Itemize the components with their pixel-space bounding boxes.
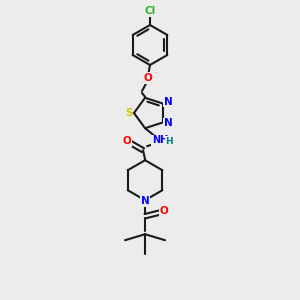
Text: N: N — [164, 97, 172, 106]
Text: O: O — [123, 136, 131, 146]
Text: N: N — [164, 118, 172, 128]
Text: N: N — [141, 196, 149, 206]
Text: O: O — [144, 73, 152, 83]
Text: S: S — [125, 108, 133, 118]
Text: Cl: Cl — [144, 6, 156, 16]
Text: H: H — [165, 137, 173, 146]
Text: NH: NH — [152, 135, 168, 145]
Text: O: O — [160, 206, 168, 216]
